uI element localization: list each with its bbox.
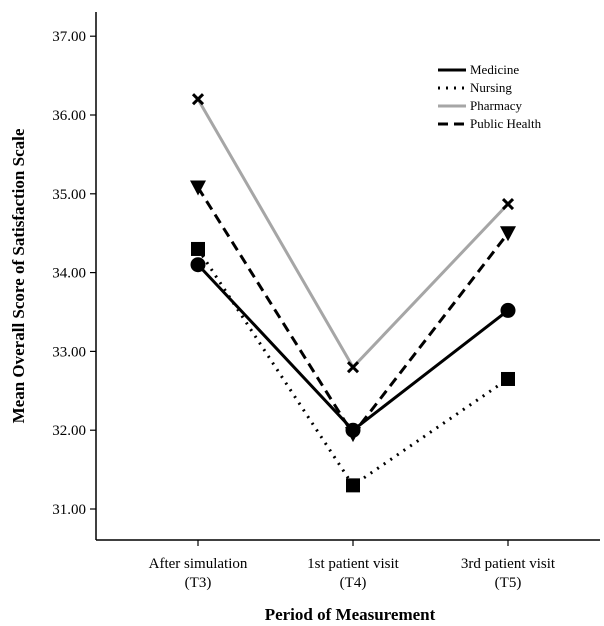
y-axis-title: Mean Overall Score of Satisfaction Scale xyxy=(9,128,28,423)
series-line xyxy=(196,186,510,437)
y-tick-label: 37.00 xyxy=(52,29,86,45)
y-tick-label: 36.00 xyxy=(52,108,86,124)
legend-label: Nursing xyxy=(470,80,512,95)
series-pharmacy xyxy=(196,98,510,370)
x-tick-label: After simulation xyxy=(149,556,248,572)
series-line xyxy=(196,98,510,370)
x-marker-stroke xyxy=(191,93,205,106)
series-line xyxy=(196,263,509,433)
y-tick-label: 32.00 xyxy=(52,423,86,439)
markers-pharmacy xyxy=(191,93,515,374)
x-marker-stroke xyxy=(501,197,515,211)
markers-medicine xyxy=(190,257,516,438)
data-point-x xyxy=(191,93,205,106)
x-tick-sublabel: (T4) xyxy=(340,575,367,591)
markers-public-health xyxy=(190,180,516,443)
data-point-x xyxy=(346,361,360,374)
legend-label: Public Health xyxy=(470,116,542,131)
x-tick-label: 3rd patient visit xyxy=(461,556,556,572)
data-point-x xyxy=(501,197,515,211)
y-tick-label: 35.00 xyxy=(52,187,86,203)
markers-nursing xyxy=(191,241,515,493)
series-public-health xyxy=(196,186,510,437)
x-tick-sublabel: (T5) xyxy=(495,575,522,591)
data-point-square xyxy=(501,371,515,386)
series-line xyxy=(196,248,509,488)
data-point-square xyxy=(346,478,360,493)
data-point-circle xyxy=(500,302,516,318)
x-tick-label: 1st patient visit xyxy=(307,556,399,572)
legend: Medicine Nursing Pharmacy Public Health xyxy=(438,62,542,131)
series-nursing xyxy=(196,248,509,488)
x-axis-title: Period of Measurement xyxy=(265,605,436,624)
legend-label: Medicine xyxy=(470,62,519,77)
y-tick-label: 31.00 xyxy=(52,502,86,518)
axes: 31.00 32.00 33.00 34.00 35.00 36.00 37.00 After… xyxy=(52,12,600,591)
legend-label: Pharmacy xyxy=(470,98,522,113)
series-medicine xyxy=(196,263,509,433)
data-point-triangle xyxy=(500,226,516,242)
data-point-triangle xyxy=(345,427,361,443)
y-tick-label: 33.00 xyxy=(52,344,86,360)
series-layer xyxy=(190,93,516,493)
x-marker-stroke xyxy=(346,361,360,374)
data-point-triangle xyxy=(190,180,206,196)
x-tick-sublabel: (T3) xyxy=(185,575,212,591)
data-point-circle xyxy=(190,257,206,273)
data-point-square xyxy=(191,241,205,256)
y-tick-label: 34.00 xyxy=(52,266,86,282)
